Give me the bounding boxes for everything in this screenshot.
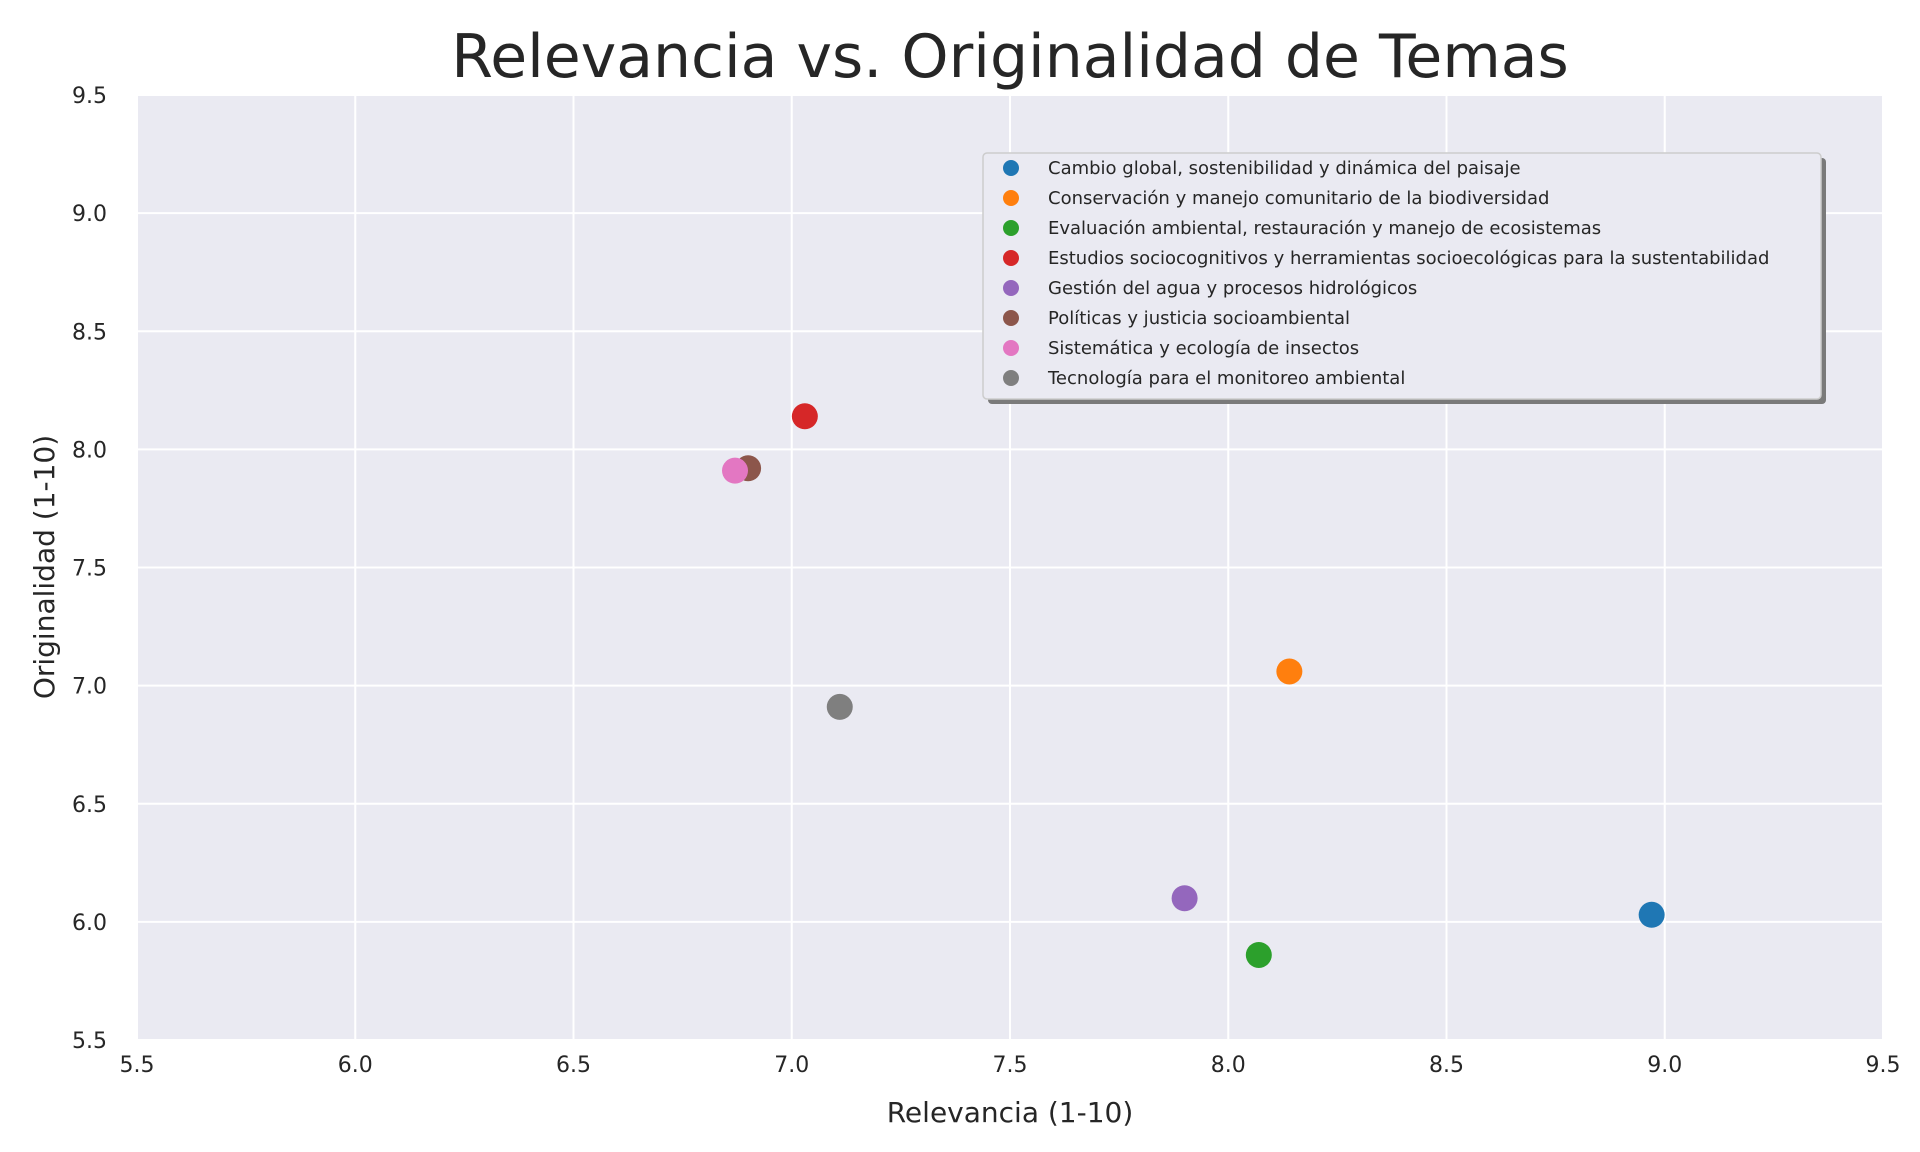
y-tick-label: 7.5 xyxy=(72,557,107,582)
legend-entry: Estudios sociocognitivos y herramientas … xyxy=(1048,248,1769,269)
legend-entry: Tecnología para el monitoreo ambiental xyxy=(1047,368,1405,389)
x-tick-label: 9.0 xyxy=(1647,1053,1682,1078)
y-tick-label: 6.5 xyxy=(72,793,107,818)
y-axis-label: Originalidad (1-10) xyxy=(28,435,61,699)
legend-marker xyxy=(1003,160,1019,176)
legend-entry: Políticas y justicia socioambiental xyxy=(1048,308,1350,329)
x-tick-label: 7.0 xyxy=(774,1053,809,1078)
data-point xyxy=(1171,885,1198,912)
data-point xyxy=(791,403,818,430)
data-point xyxy=(1245,941,1272,968)
legend-marker xyxy=(1003,250,1019,266)
data-point xyxy=(1276,658,1303,685)
y-tick-label: 8.0 xyxy=(72,438,107,463)
chart-title: Relevancia vs. Originalidad de Temas xyxy=(451,22,1569,92)
y-tick-label: 9.5 xyxy=(72,84,107,109)
y-tick-label: 7.0 xyxy=(72,675,107,700)
x-tick-label: 5.5 xyxy=(120,1053,155,1078)
y-tick-labels: 5.5 6.0 6.5 7.0 7.5 8.0 8.5 9.0 9.5 xyxy=(72,84,107,1054)
data-point xyxy=(722,457,749,484)
legend-marker xyxy=(1003,310,1019,326)
x-tick-label: 8.0 xyxy=(1211,1053,1246,1078)
y-tick-label: 6.0 xyxy=(72,911,107,936)
data-point xyxy=(826,693,853,720)
legend-entry: Cambio global, sostenibilidad y dinámica… xyxy=(1048,158,1521,179)
x-tick-label: 9.5 xyxy=(1866,1053,1901,1078)
x-tick-label: 7.5 xyxy=(993,1053,1028,1078)
legend-box xyxy=(982,152,1822,400)
legend-marker xyxy=(1003,190,1019,206)
y-tick-label: 5.5 xyxy=(72,1029,107,1054)
legend-entry: Evaluación ambiental, restauración y man… xyxy=(1048,218,1601,239)
legend-marker xyxy=(1003,340,1019,356)
x-tick-label: 6.0 xyxy=(338,1053,373,1078)
y-tick-label: 9.0 xyxy=(72,202,107,227)
data-points xyxy=(722,403,1665,968)
legend-marker xyxy=(1003,370,1019,386)
x-tick-labels: 5.5 6.0 6.5 7.0 7.5 8.0 8.5 9.0 9.5 xyxy=(120,1053,1901,1078)
x-tick-label: 6.5 xyxy=(556,1053,591,1078)
legend-entry: Gestión del agua y procesos hidrológicos xyxy=(1048,278,1417,299)
legend-entry: Sistemática y ecología de insectos xyxy=(1048,338,1359,359)
x-tick-label: 8.5 xyxy=(1429,1053,1464,1078)
data-point xyxy=(1638,901,1665,928)
legend-marker xyxy=(1003,280,1019,296)
y-tick-label: 8.5 xyxy=(72,320,107,345)
legend-entry: Conservación y manejo comunitario de la … xyxy=(1048,188,1549,209)
legend-marker xyxy=(1003,220,1019,236)
x-axis-label: Relevancia (1-10) xyxy=(887,1096,1134,1129)
legend: Cambio global, sostenibilidad y dinámica… xyxy=(982,152,1826,404)
